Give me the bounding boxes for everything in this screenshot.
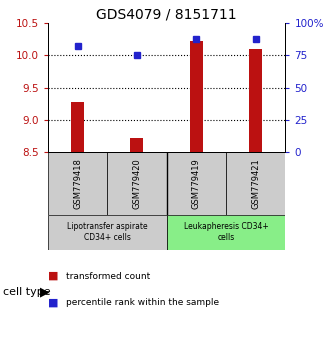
Bar — [167, 215, 285, 250]
Bar — [107, 153, 167, 215]
Bar — [130, 138, 144, 153]
Text: GSM779419: GSM779419 — [192, 158, 201, 209]
Bar — [167, 153, 226, 215]
Bar — [48, 215, 167, 250]
Text: cell type: cell type — [3, 287, 51, 297]
Bar — [48, 153, 107, 215]
Text: ▶: ▶ — [40, 286, 49, 298]
Text: percentile rank within the sample: percentile rank within the sample — [66, 298, 219, 307]
Bar — [71, 102, 84, 153]
Title: GDS4079 / 8151711: GDS4079 / 8151711 — [96, 8, 237, 22]
Text: GSM779418: GSM779418 — [73, 158, 82, 209]
Text: transformed count: transformed count — [66, 272, 150, 281]
Text: Lipotransfer aspirate
CD34+ cells: Lipotransfer aspirate CD34+ cells — [67, 222, 148, 242]
Text: Leukapheresis CD34+
cells: Leukapheresis CD34+ cells — [184, 222, 268, 242]
Text: ■: ■ — [48, 271, 58, 281]
Text: GSM779421: GSM779421 — [251, 158, 260, 209]
Bar — [226, 153, 285, 215]
Text: ■: ■ — [48, 298, 58, 308]
Text: GSM779420: GSM779420 — [132, 158, 142, 209]
Bar — [249, 49, 262, 153]
Bar — [190, 41, 203, 153]
